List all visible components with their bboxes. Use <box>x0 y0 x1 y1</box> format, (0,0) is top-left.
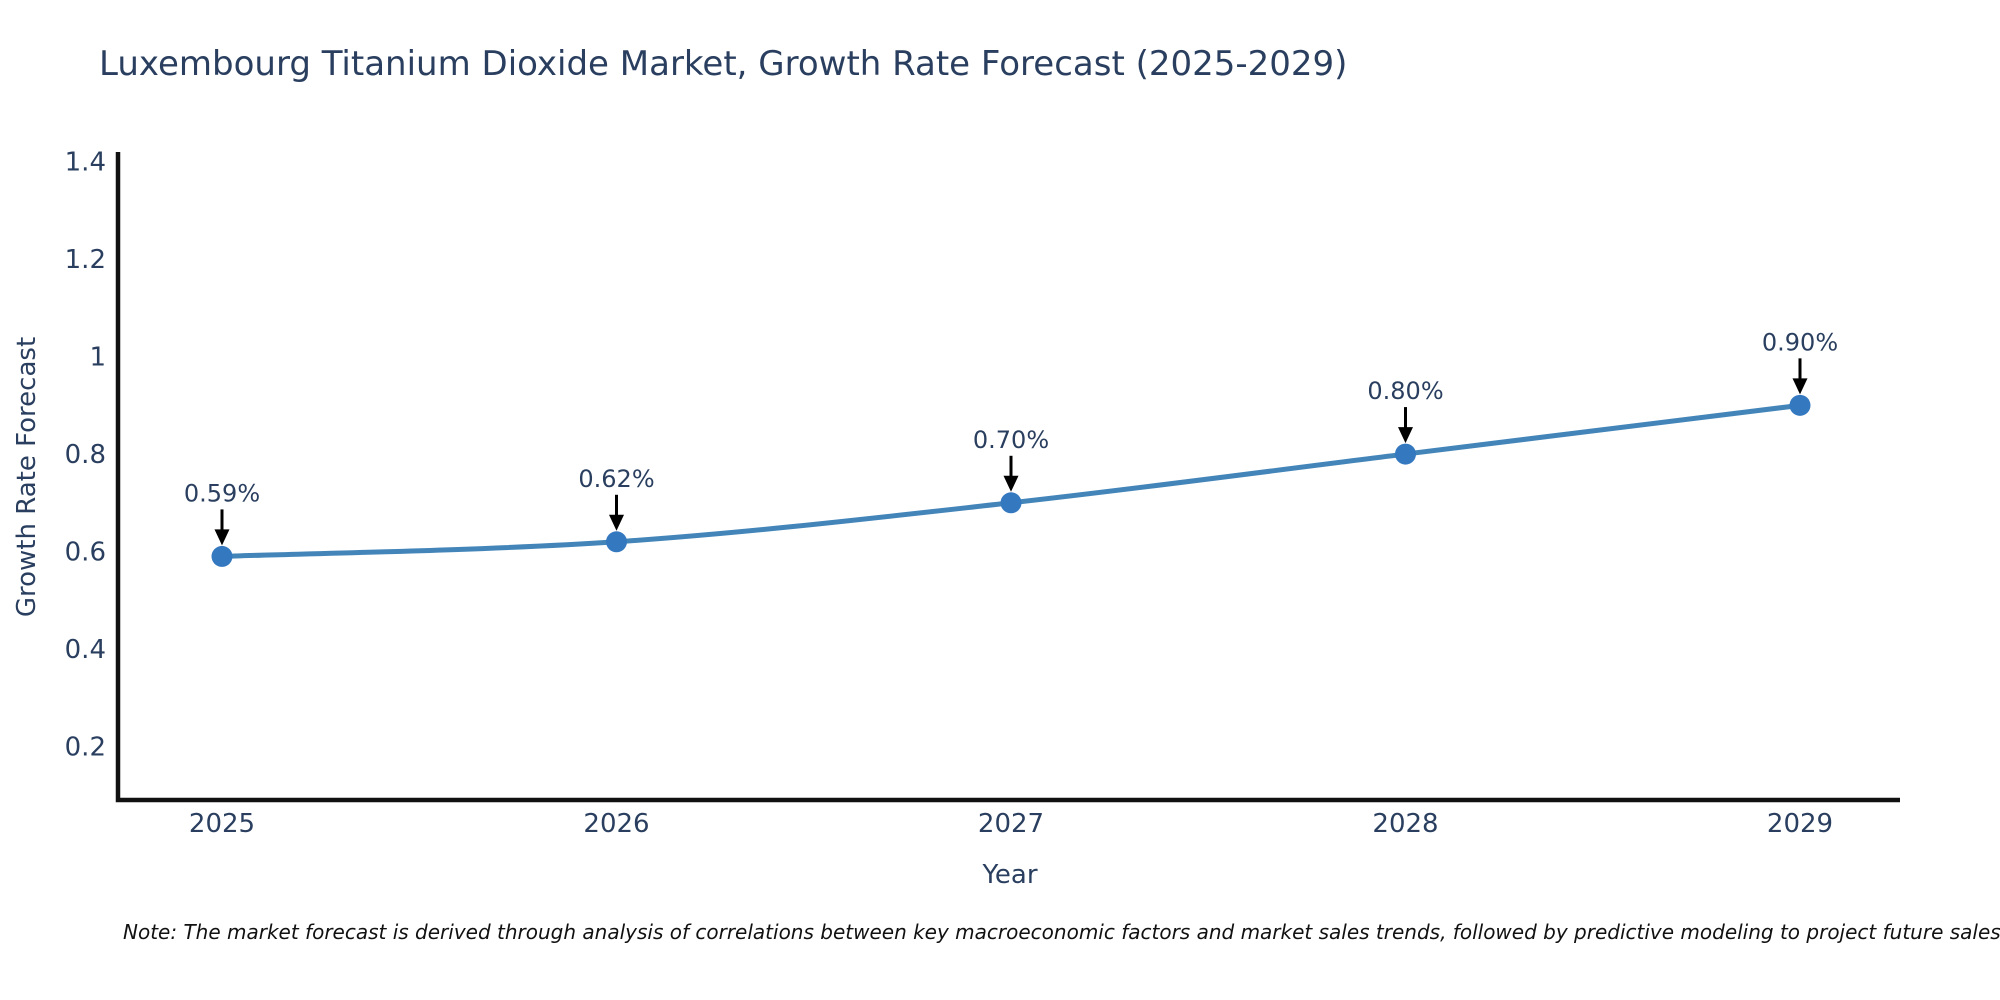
x-tick-label: 2025 <box>189 809 255 839</box>
annotation-arrowhead <box>609 514 624 531</box>
x-axis-title: Year <box>982 860 1038 890</box>
data-point-marker <box>211 545 233 567</box>
x-tick-label: 2027 <box>978 809 1044 839</box>
y-tick-label: 0.6 <box>65 538 106 568</box>
data-point-marker <box>1395 443 1416 465</box>
y-tick-label: 1.4 <box>65 148 106 178</box>
annotation-arrowhead <box>214 529 230 546</box>
x-tick-label: 2026 <box>583 809 649 839</box>
point-annotation-label: 0.62% <box>578 465 654 493</box>
point-annotation-label: 0.80% <box>1367 377 1443 405</box>
data-point-marker <box>606 531 627 553</box>
x-tick-label: 2029 <box>1767 809 1833 839</box>
y-tick-label: 0.8 <box>65 440 106 470</box>
y-tick-label: 0.4 <box>65 635 106 665</box>
annotation-arrowhead <box>1398 427 1413 444</box>
point-annotation-label: 0.90% <box>1762 328 1838 356</box>
point-annotation-label: 0.70% <box>973 426 1049 454</box>
axis-lines <box>115 152 1900 803</box>
point-annotation-label: 0.59% <box>184 479 260 507</box>
y-tick-label: 0.2 <box>65 732 106 762</box>
data-point-marker <box>1789 394 1811 416</box>
chart-title: Luxembourg Titanium Dioxide Market, Grow… <box>99 44 1348 84</box>
y-tick-label: 1.2 <box>65 245 106 275</box>
annotation-arrowhead <box>1003 475 1019 492</box>
data-point-marker <box>1000 492 1022 514</box>
x-tick-label: 2028 <box>1372 809 1438 839</box>
y-tick-label: 1 <box>89 343 106 373</box>
y-axis-title: Growth Rate Forecast <box>12 336 42 618</box>
chart-note: Note: The market forecast is derived thr… <box>123 920 2000 944</box>
annotation-arrowhead <box>1792 378 1808 395</box>
